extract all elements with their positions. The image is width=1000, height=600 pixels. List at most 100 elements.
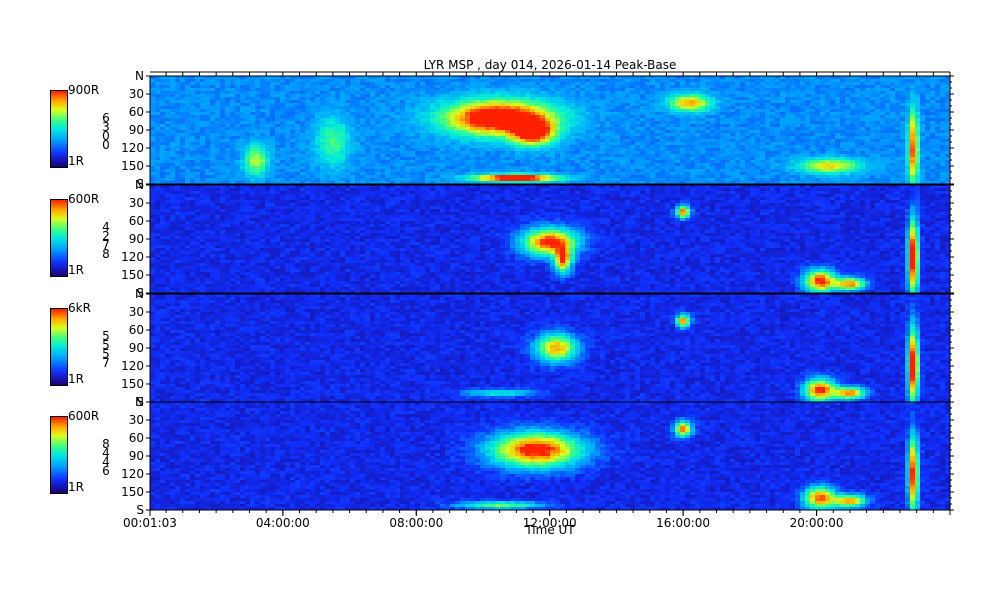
heat-cell: [440, 163, 446, 167]
heat-cell: [360, 82, 366, 86]
heat-cell: [615, 151, 621, 155]
heat-cell: [730, 115, 736, 119]
heat-cell: [610, 151, 616, 155]
heat-cell: [570, 112, 576, 116]
heat-cell: [355, 82, 361, 86]
heat-cell: [380, 172, 386, 176]
heat-cell: [395, 136, 401, 140]
heat-cell: [160, 148, 166, 152]
heat-cell: [250, 175, 256, 179]
heat-cell: [670, 82, 676, 86]
heat-cell: [275, 76, 281, 80]
heat-cell: [445, 175, 451, 179]
heat-cell: [380, 103, 386, 107]
heat-cell: [265, 139, 271, 143]
heat-cell: [375, 91, 381, 95]
heat-cell: [355, 118, 361, 122]
heat-cell: [440, 175, 446, 179]
heat-cell: [635, 94, 641, 98]
heat-cell: [595, 145, 601, 149]
heat-cell: [640, 136, 646, 140]
heat-cell: [410, 118, 416, 122]
heat-cell: [680, 157, 686, 161]
heat-cell: [335, 181, 341, 185]
heat-cell: [615, 76, 621, 80]
heat-cell: [520, 178, 526, 182]
heat-cell: [220, 178, 226, 182]
heat-cell: [430, 172, 436, 176]
heat-cell: [340, 82, 346, 86]
heat-cell: [260, 148, 266, 152]
heat-cell: [230, 118, 236, 122]
heat-cell: [600, 124, 606, 128]
heat-cell: [790, 160, 796, 164]
heat-cell: [175, 136, 181, 140]
heat-cell: [560, 103, 566, 107]
heat-cell: [365, 157, 371, 161]
heat-cell: [220, 121, 226, 125]
heat-cell: [550, 172, 556, 176]
heat-cell: [210, 91, 216, 95]
heat-cell: [220, 148, 226, 152]
heat-cell: [230, 160, 236, 164]
heat-cell: [400, 145, 406, 149]
heat-cell: [820, 109, 826, 113]
heat-cell: [370, 142, 376, 146]
heat-cell: [320, 139, 326, 143]
heat-cell: [705, 163, 711, 167]
heat-cell: [500, 130, 506, 134]
heat-cell: [285, 88, 291, 92]
heat-cell: [670, 118, 676, 122]
heat-cell: [835, 133, 841, 137]
heat-cell: [635, 133, 641, 137]
heat-cell: [650, 160, 656, 164]
heat-cell: [470, 88, 476, 92]
heat-cell: [255, 157, 261, 161]
heat-cell: [325, 115, 331, 119]
heat-cell: [470, 154, 476, 158]
heat-cell: [680, 91, 686, 95]
heat-cell: [640, 94, 646, 98]
heat-cell: [775, 76, 781, 80]
heat-cell: [425, 154, 431, 158]
heat-cell: [735, 136, 741, 140]
heat-cell: [365, 178, 371, 182]
heat-cell: [525, 163, 531, 167]
heat-cell: [560, 112, 566, 116]
heat-cell: [465, 79, 471, 83]
heat-cell: [710, 115, 716, 119]
heat-cell: [605, 130, 611, 134]
heat-cell: [405, 109, 411, 113]
heat-cell: [700, 154, 706, 158]
heat-cell: [580, 100, 586, 104]
heat-cell: [685, 106, 691, 110]
heat-cell: [200, 106, 206, 110]
heat-cell: [405, 76, 411, 80]
heat-cell: [605, 79, 611, 83]
heat-cell: [430, 103, 436, 107]
heat-cell: [300, 160, 306, 164]
heat-cell: [510, 79, 516, 83]
heat-cell: [435, 85, 441, 89]
heat-cell: [625, 79, 631, 83]
heat-cell: [735, 79, 741, 83]
heat-cell: [220, 133, 226, 137]
heat-cell: [555, 130, 561, 134]
heat-cell: [260, 175, 266, 179]
heat-cell: [625, 106, 631, 110]
heat-cell: [760, 88, 766, 92]
heat-cell: [360, 115, 366, 119]
heat-cell: [665, 148, 671, 152]
heat-cell: [205, 181, 211, 185]
heat-cell: [500, 124, 506, 128]
heat-cell: [530, 151, 536, 155]
heat-cell: [830, 88, 836, 92]
heat-cell: [620, 115, 626, 119]
heat-cell: [440, 121, 446, 125]
heat-cell: [505, 118, 511, 122]
heat-cell: [290, 145, 296, 149]
heat-cell: [160, 76, 166, 80]
heat-cell: [450, 133, 456, 137]
heat-cell: [585, 178, 591, 182]
heat-cell: [590, 151, 596, 155]
